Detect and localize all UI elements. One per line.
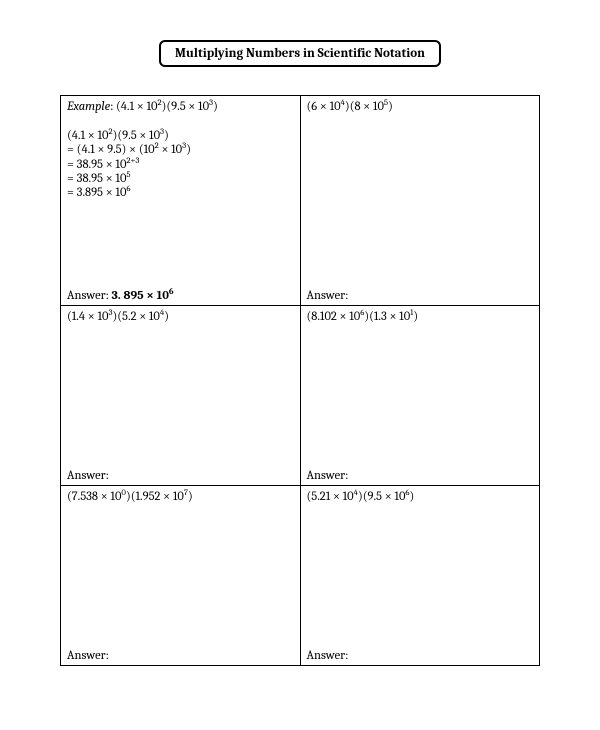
cell-2-1: (1.4 × 103)(5.2 × 104) Answer: xyxy=(61,306,301,486)
answer-value: 3. 895 × 106 xyxy=(112,289,174,303)
cell-2-2: (8.102 × 106)(1.3 × 101) Answer: xyxy=(300,306,540,486)
problem-text: Example: (4.1 × 102)(9.5 × 103) (4.1 × 1… xyxy=(67,100,294,201)
answer-label: Answer: xyxy=(307,289,349,303)
worksheet-grid: Example: (4.1 × 102)(9.5 × 103) (4.1 × 1… xyxy=(60,95,540,666)
cell-1-1: Example: (4.1 × 102)(9.5 × 103) (4.1 × 1… xyxy=(61,96,301,306)
worksheet-title: Multiplying Numbers in Scientific Notati… xyxy=(159,40,441,67)
answer-label: Answer: xyxy=(307,469,349,483)
answer-label: Answer: xyxy=(67,469,109,483)
answer-line: Answer: xyxy=(307,649,534,663)
answer-line: Answer: xyxy=(307,289,534,303)
problem-text: (1.4 × 103)(5.2 × 104) xyxy=(67,310,294,324)
answer-line: Answer: 3. 895 × 106 xyxy=(67,289,294,303)
answer-line: Answer: xyxy=(67,469,294,483)
cell-1-2: (6 × 104)(8 × 105) Answer: xyxy=(300,96,540,306)
problem-text: (7.538 × 100)(1.952 × 107) xyxy=(67,490,294,504)
worksheet-page: Multiplying Numbers in Scientific Notati… xyxy=(0,0,600,696)
cell-3-1: (7.538 × 100)(1.952 × 107) Answer: xyxy=(61,486,301,666)
problem-text: (8.102 × 106)(1.3 × 101) xyxy=(307,310,534,324)
answer-label: Answer: xyxy=(67,289,112,303)
answer-line: Answer: xyxy=(67,649,294,663)
answer-label: Answer: xyxy=(307,649,349,663)
answer-label: Answer: xyxy=(67,649,109,663)
answer-line: Answer: xyxy=(307,469,534,483)
problem-text: (6 × 104)(8 × 105) xyxy=(307,100,534,114)
cell-3-2: (5.21 × 104)(9.5 × 106) Answer: xyxy=(300,486,540,666)
problem-text: (5.21 × 104)(9.5 × 106) xyxy=(307,490,534,504)
